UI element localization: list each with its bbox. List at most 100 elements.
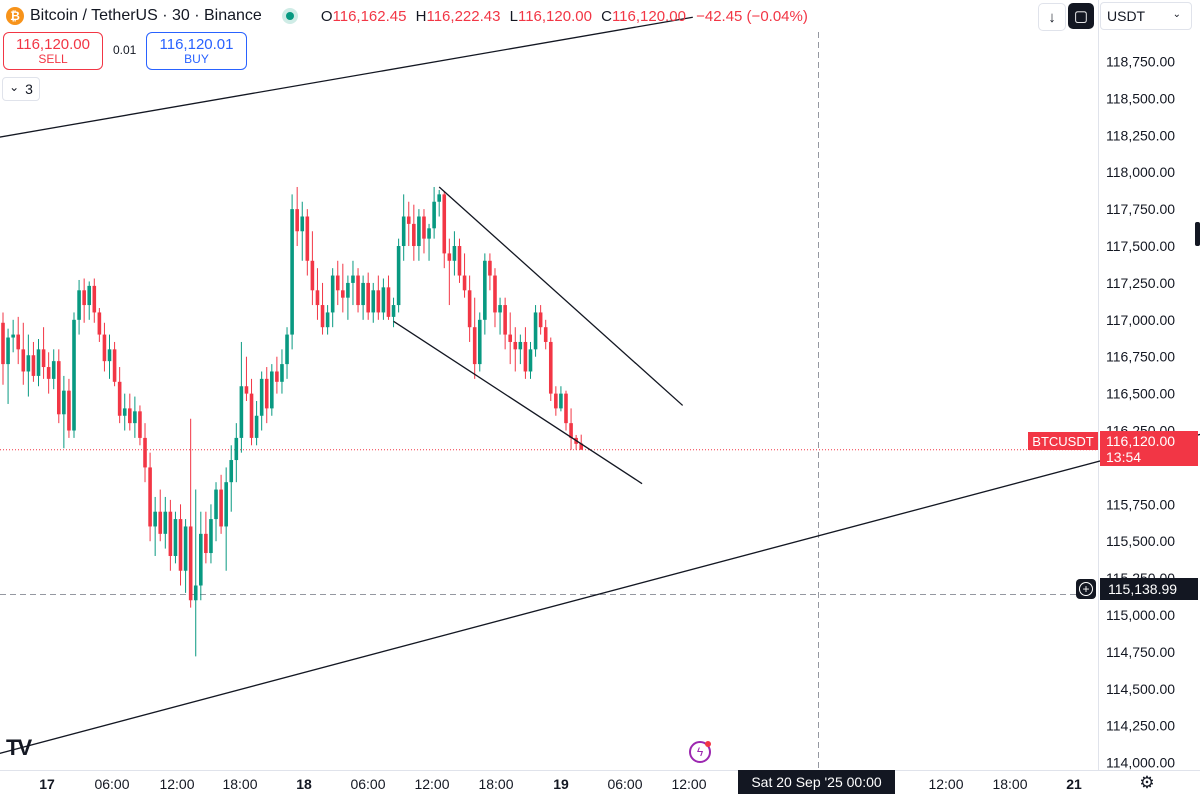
- candle-body: [483, 260, 487, 320]
- candle-body: [300, 216, 305, 232]
- candle-body: [477, 319, 482, 365]
- candle-body: [72, 319, 76, 431]
- candle-body: [264, 378, 269, 409]
- scale-handle[interactable]: [1195, 222, 1200, 246]
- time-tick-label: 06:00: [350, 776, 385, 792]
- candle-body: [31, 355, 36, 376]
- candle-body: [351, 275, 355, 283]
- download-button[interactable]: ↓: [1038, 3, 1066, 31]
- currency-select[interactable]: USDT ⌄: [1100, 2, 1192, 30]
- candle-body: [427, 228, 431, 239]
- candle-body: [493, 275, 497, 313]
- candle-body: [36, 349, 41, 376]
- price-tick-label: 118,000.00: [1106, 164, 1175, 180]
- sell-button[interactable]: 116,120.00 SELL: [3, 32, 103, 70]
- candle-body: [356, 275, 360, 306]
- candle-body: [199, 533, 203, 586]
- candle-body: [234, 437, 239, 461]
- candle-body: [41, 349, 46, 368]
- ohlc-values: O116,162.45 H116,222.43 L116,120.00 C116…: [316, 8, 808, 25]
- ohlc-open-label: O: [320, 7, 333, 25]
- settings-gear-icon[interactable]: ⚙: [1139, 773, 1155, 792]
- indicators-toggle[interactable]: ⌄ 3: [2, 77, 40, 101]
- ohlc-low-label: L: [509, 7, 518, 25]
- price-tick-label: 114,250.00: [1106, 718, 1175, 734]
- candle-body: [158, 511, 163, 534]
- candle-body: [538, 312, 543, 328]
- candle-body: [569, 423, 573, 438]
- chevron-down-icon: ⌄: [1172, 9, 1181, 20]
- price-tick-label: 115,750.00: [1106, 496, 1175, 512]
- price-tick-label: 116,750.00: [1106, 349, 1175, 365]
- candle-body: [270, 371, 274, 409]
- candle-body: [168, 511, 173, 556]
- candle-body: [366, 282, 370, 313]
- tradingview-logo-icon[interactable]: TV: [6, 735, 32, 760]
- candle-body: [406, 216, 411, 224]
- candle-body: [229, 460, 234, 483]
- candle-body: [285, 334, 289, 365]
- ohlc-high-value: 116,222.43: [426, 7, 501, 25]
- candle-body: [193, 585, 198, 601]
- time-tick-label: 18:00: [992, 776, 1027, 792]
- candle-body: [371, 290, 376, 313]
- candle-body: [523, 341, 528, 372]
- candle-body: [153, 511, 157, 527]
- trendline-falling-wedge-lower[interactable]: [393, 320, 643, 485]
- candle-body: [249, 393, 254, 438]
- time-tick-label: 12:00: [928, 776, 963, 792]
- candle-body: [122, 408, 127, 416]
- candle-body: [128, 408, 132, 424]
- buy-label: BUY: [184, 51, 209, 66]
- candle-body: [381, 287, 386, 313]
- ohlc-close-value: 116,120.00: [611, 7, 686, 25]
- candle-body: [92, 285, 97, 313]
- candle-body: [513, 341, 518, 350]
- candle-body: [107, 349, 112, 362]
- candle-body: [11, 334, 15, 338]
- symbol-title[interactable]: Bitcoin / TetherUS · 30 · Binance: [30, 7, 262, 24]
- candle-body: [391, 305, 396, 317]
- candle-body: [447, 253, 452, 261]
- candle-body: [21, 349, 26, 372]
- price-axis[interactable]: [1098, 0, 1200, 801]
- trendline-falling-wedge-upper[interactable]: [438, 186, 684, 406]
- sell-label: SELL: [38, 51, 68, 66]
- add-alert-button[interactable]: +: [1076, 579, 1096, 599]
- bitcoin-icon: ₿: [6, 7, 24, 25]
- candle-body: [559, 393, 563, 409]
- candle-body: [412, 223, 416, 247]
- time-tick-label: 18: [296, 776, 312, 792]
- trendline-upper-channel-top[interactable]: [0, 16, 693, 138]
- crosshair-price-label: 115,138.99: [1100, 578, 1198, 600]
- time-tick-label: 19: [553, 776, 569, 792]
- candle-body: [472, 327, 477, 365]
- candle-body: [320, 305, 325, 328]
- buy-button[interactable]: 116,120.01 BUY: [146, 32, 247, 70]
- candle-body: [87, 285, 92, 306]
- price-tick-label: 114,000.00: [1106, 755, 1175, 771]
- time-tick-label: 12:00: [414, 776, 449, 792]
- time-tick-label: 06:00: [94, 776, 129, 792]
- candle-body: [188, 526, 193, 601]
- ohlc-change: −42.45 (−0.04%): [696, 7, 808, 25]
- candle-body: [533, 312, 538, 350]
- time-tick-label: 18:00: [478, 776, 513, 792]
- lightning-icon[interactable]: ϟ: [689, 741, 711, 763]
- candle-body: [204, 533, 208, 554]
- snapshot-button[interactable]: ▢: [1068, 3, 1094, 29]
- price-tick-label: 117,750.00: [1106, 201, 1175, 217]
- candle-body: [503, 305, 507, 335]
- notification-dot: [705, 741, 711, 747]
- candle-body: [528, 349, 533, 372]
- candle-body: [173, 519, 178, 556]
- indicators-count: 3: [25, 81, 33, 97]
- candle-body: [335, 275, 340, 291]
- trendline-rising-support[interactable]: [0, 429, 1200, 755]
- price-tick-label: 115,500.00: [1106, 533, 1175, 549]
- market-status-icon[interactable]: [285, 12, 294, 20]
- currency-label: USDT: [1107, 8, 1146, 24]
- plus-circle-icon: +: [1079, 582, 1093, 596]
